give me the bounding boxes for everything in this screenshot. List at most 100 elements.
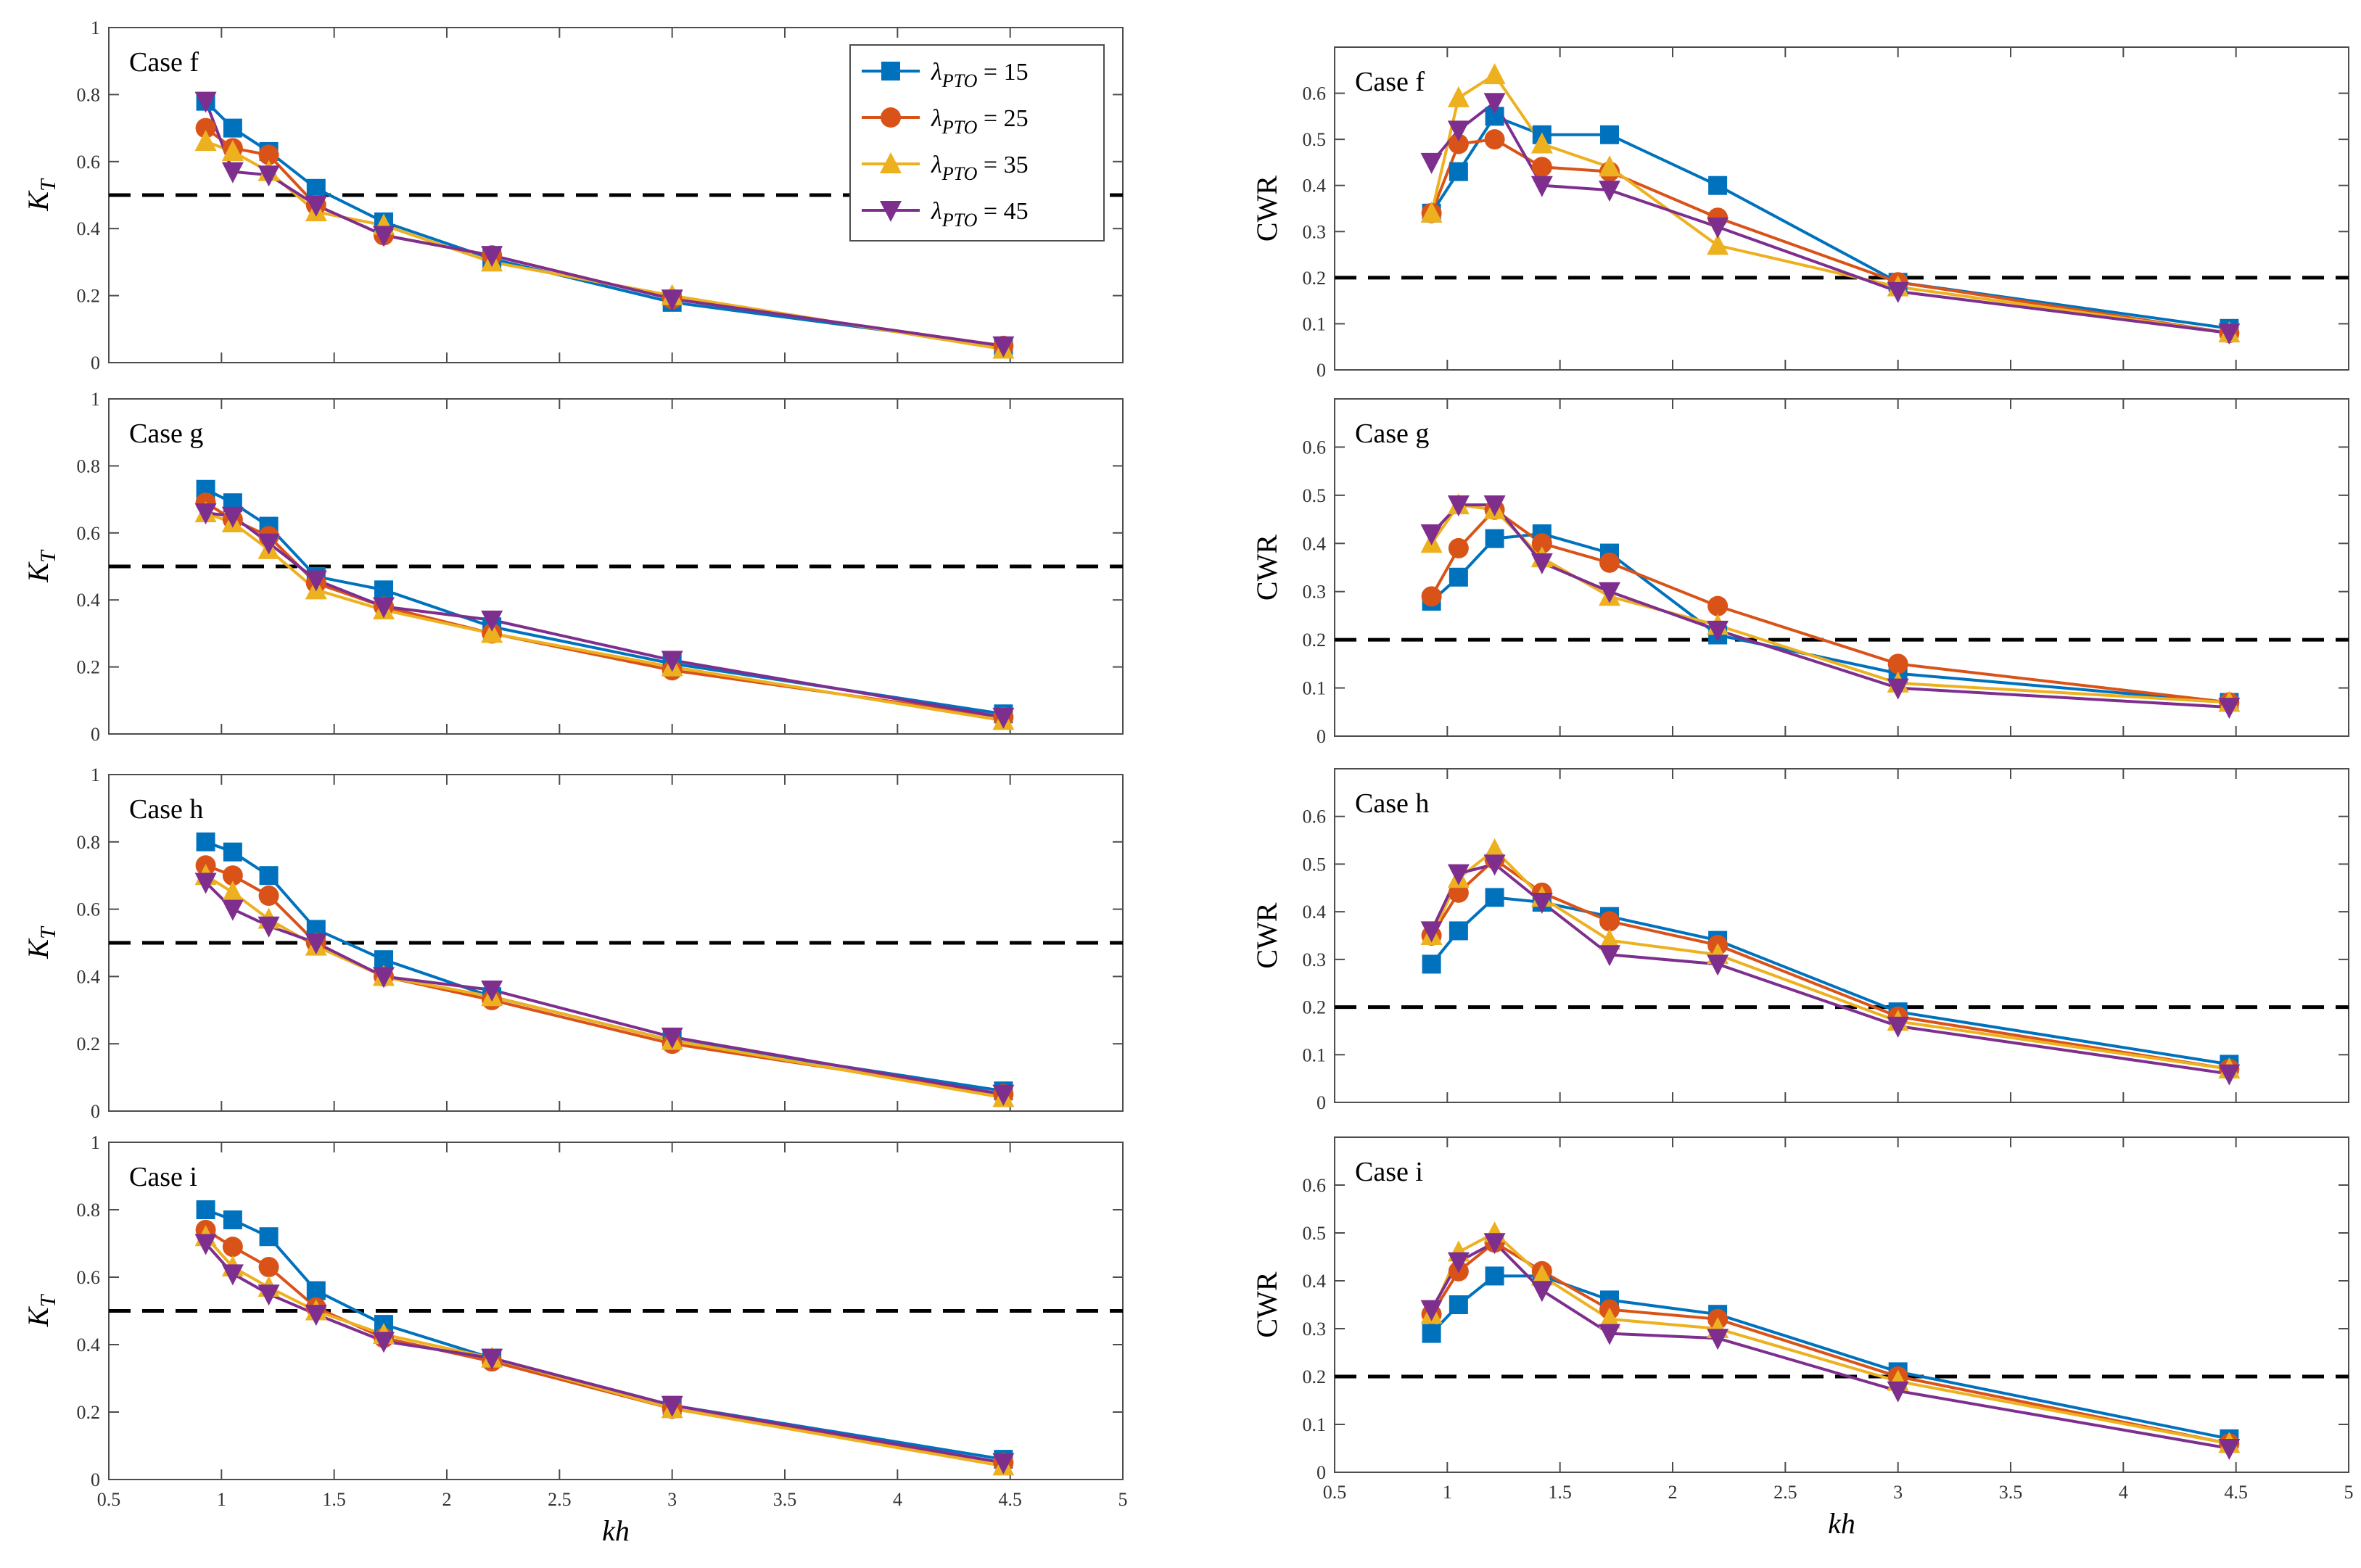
- legend-label: λPTO = 15: [931, 59, 1029, 91]
- legend-label: λPTO = 45: [931, 198, 1029, 231]
- legend-marker: [880, 201, 902, 222]
- data-point: [1420, 152, 1443, 174]
- data-point: [1531, 157, 1552, 178]
- x-axis-title: kh: [1828, 1507, 1855, 1540]
- panel-left-4: 0 0.2 0.4 0.6 0.8 1 0.5 1 1.5 2 2.5 3 3.5 4 4.5 5 Case i…: [22, 1132, 1128, 1547]
- data-point: [222, 1237, 243, 1258]
- panel-left-3: 0 0.2 0.4 0.6 0.8 1 Case h KT: [22, 764, 1124, 1122]
- y-tick-label: 0.2: [77, 1402, 101, 1423]
- y-axis-title: CWR: [1250, 535, 1283, 601]
- series-line-3: [1430, 1231, 2230, 1445]
- y-tick-label: 0.2: [1303, 268, 1327, 289]
- case-label: Case f: [129, 47, 199, 78]
- y-tick-label: 0.5: [1303, 1223, 1327, 1244]
- data-point: [1599, 945, 1621, 967]
- data-point: [1530, 176, 1553, 197]
- data-point: [1707, 595, 1728, 616]
- data-point: [221, 162, 244, 183]
- data-point: [257, 533, 280, 555]
- data-point: [1483, 854, 1506, 876]
- data-point: [1420, 921, 1443, 943]
- y-tick-label: 0.4: [1303, 901, 1327, 923]
- data-point: [221, 139, 244, 161]
- data-point: [222, 865, 243, 886]
- data-point: [1449, 921, 1468, 941]
- y-tick-label: 1: [91, 1132, 100, 1153]
- y-tick-label: 0.8: [77, 832, 101, 853]
- data-point: [481, 246, 503, 268]
- y-axis-title: CWR: [1250, 176, 1283, 242]
- data-point: [1599, 1307, 1621, 1329]
- y-tick-label: 0: [91, 1101, 100, 1122]
- data-point: [1708, 176, 1728, 195]
- data-point: [1707, 1329, 1729, 1350]
- data-point: [1421, 586, 1442, 607]
- series-line-4: [1430, 503, 2230, 709]
- y-tick-label: 0.5: [1303, 485, 1327, 506]
- data-point: [1449, 162, 1468, 181]
- y-tick-label: 0.8: [77, 84, 101, 105]
- data-point: [992, 1453, 1015, 1474]
- data-point: [1599, 552, 1620, 573]
- plot-frame: [1334, 46, 2349, 371]
- data-point: [1707, 620, 1729, 642]
- y-tick-label: 0: [91, 352, 100, 374]
- y-tick-label: 0: [91, 1469, 100, 1490]
- case-label: Case g: [1355, 418, 1429, 449]
- data-point: [223, 1210, 242, 1229]
- y-tick-label: 0.8: [77, 1200, 101, 1221]
- y-axis-title: KT: [22, 549, 60, 583]
- data-point: [1599, 155, 1621, 177]
- y-axis-title: KT: [22, 1294, 60, 1328]
- y-tick-label: 0.3: [1303, 582, 1327, 603]
- case-label: Case i: [129, 1162, 197, 1192]
- data-point: [1483, 838, 1506, 859]
- data-point: [196, 1200, 215, 1219]
- y-tick-label: 0.6: [77, 523, 101, 544]
- y-tick-label: 0.4: [77, 590, 101, 611]
- data-point: [1530, 893, 1553, 914]
- data-point: [1420, 201, 1443, 223]
- data-point: [1420, 524, 1443, 545]
- x-tick-label: 3.5: [773, 1489, 797, 1510]
- y-tick-label: 0.2: [1303, 997, 1327, 1018]
- y-tick-label: 0: [1317, 360, 1326, 381]
- data-point: [1599, 928, 1621, 950]
- x-tick-label: 4: [893, 1489, 902, 1510]
- data-point: [305, 1305, 327, 1326]
- y-tick-label: 0.4: [1303, 1271, 1327, 1292]
- y-tick-label: 0.6: [77, 1267, 101, 1288]
- data-point: [258, 886, 279, 907]
- data-point: [1484, 129, 1505, 150]
- data-point: [196, 832, 215, 851]
- y-tick-label: 0.3: [1303, 949, 1327, 970]
- data-point: [1447, 495, 1470, 517]
- series-line-3: [1430, 848, 2230, 1070]
- y-tick-label: 0.5: [1303, 854, 1327, 875]
- data-point: [1599, 582, 1621, 603]
- data-point: [373, 597, 395, 619]
- legend-label: λPTO = 35: [931, 152, 1029, 184]
- x-tick-label: 1: [1443, 1482, 1452, 1503]
- data-point: [661, 651, 683, 672]
- y-tick-label: 0.2: [1303, 630, 1327, 651]
- data-point: [661, 289, 683, 311]
- y-tick-label: 0.2: [77, 286, 101, 307]
- x-tick-label: 2: [1668, 1482, 1678, 1503]
- data-point: [1887, 653, 1908, 674]
- data-point: [221, 1264, 244, 1286]
- data-point: [306, 178, 326, 198]
- y-tick-label: 0.4: [1303, 533, 1327, 554]
- y-axis-title: CWR: [1250, 1271, 1283, 1337]
- y-tick-label: 0.6: [77, 152, 101, 173]
- panel-right-2: 0 0.1 0.2 0.3 0.4 0.5 0.6 Case g CWR: [1250, 398, 2349, 747]
- data-point: [223, 118, 242, 138]
- data-point: [1707, 954, 1729, 976]
- plot-frame: [1334, 1136, 2349, 1473]
- data-point: [1483, 93, 1506, 115]
- data-point: [481, 610, 503, 632]
- data-point: [1599, 181, 1621, 202]
- x-tick-label: 1.5: [1548, 1482, 1572, 1503]
- data-point: [2218, 323, 2241, 345]
- y-tick-label: 0.1: [1303, 313, 1327, 334]
